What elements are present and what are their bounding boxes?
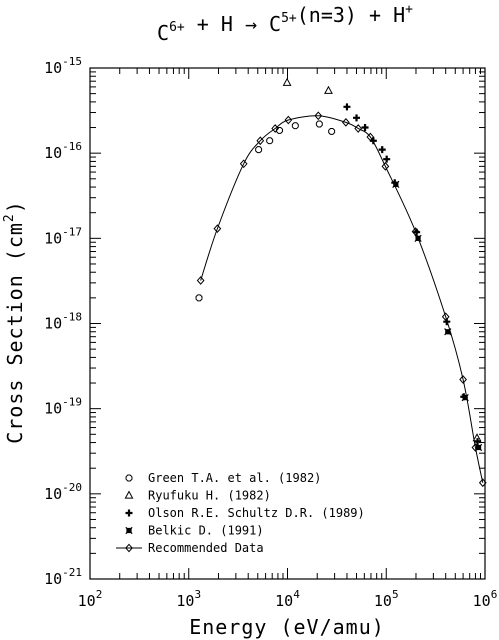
legend-marker-diamond — [125, 543, 133, 553]
data-point-plus — [353, 114, 361, 122]
data-point-diamond — [314, 111, 323, 121]
data-point-triangle — [324, 85, 333, 94]
y-tick-label: 10-15 — [44, 55, 82, 77]
legend-marker-octagon — [125, 474, 133, 482]
y-label-text: Cross Section (cm2) — [2, 200, 27, 444]
legend-marker-triangle — [124, 490, 134, 499]
data-point-plus — [361, 124, 369, 132]
y-tick-label: 10-17 — [44, 225, 82, 247]
data-point-octagon — [315, 120, 323, 128]
x-axis-label: Energy (eV/amu) — [189, 615, 385, 639]
data-point-diamond — [284, 115, 293, 125]
data-point-octagon — [266, 137, 274, 145]
data-point-diamond — [239, 159, 248, 169]
recommended-curve — [200, 115, 484, 483]
data-point-octagon — [328, 127, 336, 135]
x-tick-labels: 102 103 104 105 106 — [78, 588, 498, 610]
data-point-octagon — [255, 146, 263, 154]
data-point-plus — [378, 146, 386, 154]
data-point-diamond — [381, 162, 390, 171]
data-point-octagon — [276, 126, 283, 134]
y-tick-label: 10-21 — [44, 566, 82, 588]
data-point-diamond — [256, 136, 265, 146]
x-label-text: Energy (eV/amu) — [189, 615, 385, 639]
x-tick-label: 102 — [78, 588, 103, 610]
legend-marker-x-box — [125, 526, 133, 535]
data-point-diamond — [459, 375, 467, 384]
data-point-plus — [343, 103, 351, 111]
chart-title: C6+ + H → C5+(n=3) + H+ — [157, 2, 413, 45]
data-point-diamond — [213, 224, 222, 233]
x-tick-label: 106 — [473, 588, 498, 610]
data-point-x-box — [392, 180, 400, 189]
legend-marker-plus — [125, 509, 133, 517]
data-point-diamond — [271, 124, 280, 133]
legend-item: Green T.A. et al. (1982) — [125, 471, 321, 485]
x-tick-label: 105 — [374, 588, 399, 610]
data-point-x-box — [414, 234, 422, 242]
legend-label: Green T.A. et al. (1982) — [148, 471, 321, 485]
legend-label: Ryufuku H. (1982) — [148, 489, 271, 503]
legend-item: Ryufuku H. (1982) — [124, 489, 271, 503]
data-point-plus — [474, 438, 482, 446]
data-point-octagon — [195, 294, 203, 302]
data-point-plus — [369, 137, 377, 145]
data-point-diamond — [441, 312, 450, 322]
x-tick-label: 104 — [275, 588, 300, 610]
data-point-x-box — [444, 328, 452, 336]
y-axis-label: Cross Section (cm2) — [2, 200, 27, 444]
y-tick-label: 10-16 — [44, 140, 82, 162]
title-text: C6+ + H → C5+(n=3) + H+ — [157, 2, 413, 45]
legend-item: Recommended Data — [116, 541, 264, 555]
data-points — [195, 77, 487, 488]
legend-label: Belkic D. (1991) — [148, 524, 264, 538]
recommended-line — [200, 115, 484, 483]
legend: Green T.A. et al. (1982) Ryufuku H. (1982… — [116, 471, 365, 555]
data-point-diamond — [478, 478, 487, 488]
data-point-octagon — [291, 122, 299, 130]
data-point-x-box — [461, 393, 469, 402]
data-point-diamond — [471, 443, 480, 452]
legend-label: Olson R.E. Schultz D.R. (1989) — [148, 506, 365, 520]
axis-ticks — [89, 67, 486, 580]
x-tick-label: 103 — [176, 588, 201, 610]
data-point-diamond — [341, 118, 350, 127]
legend-label: Recommended Data — [148, 541, 264, 555]
legend-item: Olson R.E. Schultz D.R. (1989) — [125, 506, 365, 520]
data-point-plus — [383, 155, 391, 163]
y-tick-labels: 10-15 10-16 10-17 10-18 10-19 10-20 10-21 — [44, 55, 82, 588]
data-point-diamond — [366, 132, 375, 142]
data-point-diamond — [196, 276, 205, 285]
y-tick-label: 10-20 — [44, 481, 82, 503]
y-tick-label: 10-19 — [44, 396, 82, 418]
data-point-diamond — [354, 124, 363, 133]
legend-item: Belkic D. (1991) — [125, 524, 264, 538]
data-point-triangle — [282, 77, 292, 86]
y-tick-label: 10-18 — [44, 311, 82, 333]
data-point-diamond — [411, 227, 420, 236]
